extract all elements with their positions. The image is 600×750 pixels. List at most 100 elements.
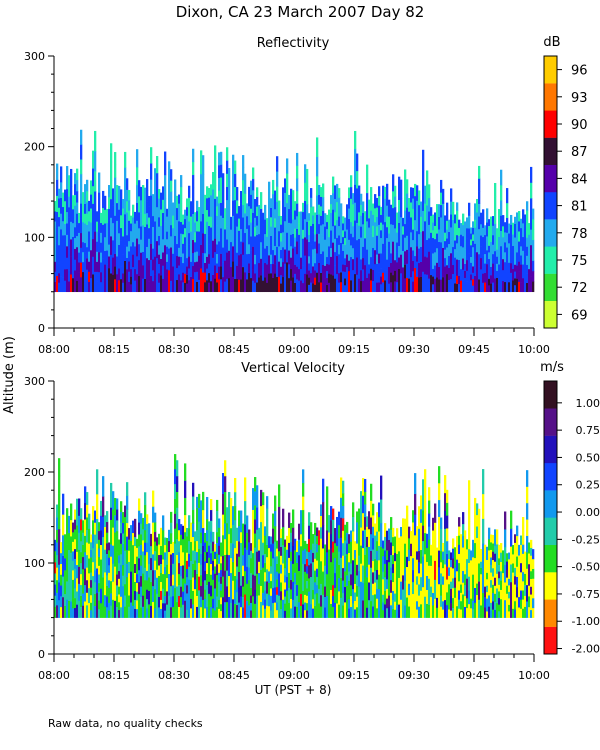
- heatmap-cell: [148, 217, 151, 229]
- heatmap-cell: [256, 551, 259, 574]
- heatmap-cell: [58, 564, 61, 583]
- heatmap-cell: [204, 282, 207, 293]
- heatmap-cell: [380, 276, 383, 285]
- heatmap-cell: [468, 253, 471, 267]
- heatmap-cell: [176, 523, 179, 540]
- heatmap-cell: [386, 194, 389, 206]
- heatmap-cell: [474, 259, 477, 268]
- heatmap-cell: [444, 528, 447, 547]
- heatmap-cell: [496, 277, 499, 285]
- heatmap-cell: [218, 266, 221, 280]
- heatmap-cell: [382, 243, 385, 254]
- heatmap-cell: [70, 568, 73, 586]
- heatmap-cell: [146, 523, 149, 534]
- heatmap-cell: [446, 515, 449, 529]
- heatmap-cell: [374, 263, 377, 279]
- heatmap-cell: [92, 547, 95, 563]
- heatmap-cell: [92, 150, 95, 169]
- heatmap-cell: [242, 544, 245, 556]
- heatmap-cell: [198, 267, 201, 280]
- heatmap-cell: [108, 244, 111, 257]
- heatmap-cell: [424, 490, 427, 512]
- heatmap-cell: [492, 534, 495, 544]
- heatmap-cell: [182, 538, 185, 553]
- heatmap-cell: [144, 265, 147, 280]
- heatmap-cell: [146, 269, 149, 281]
- heatmap-cell: [276, 216, 279, 232]
- heatmap-cell: [450, 188, 453, 202]
- heatmap-cell: [308, 227, 311, 235]
- heatmap-cell: [168, 606, 171, 618]
- heatmap-cell: [522, 209, 525, 224]
- heatmap-cell: [110, 519, 113, 533]
- heatmap-cell: [270, 602, 273, 611]
- heatmap-cell: [166, 238, 169, 247]
- heatmap-cell: [110, 580, 113, 594]
- heatmap-cell: [184, 227, 187, 238]
- heatmap-cell: [398, 211, 401, 223]
- heatmap-cell: [206, 584, 209, 596]
- heatmap-cell: [436, 607, 439, 618]
- heatmap-cell: [504, 599, 507, 618]
- heatmap-cell: [210, 227, 213, 239]
- heatmap-cell: [56, 529, 59, 543]
- heatmap-cell: [390, 282, 393, 293]
- heatmap-cell: [504, 546, 507, 565]
- heatmap-cell: [378, 224, 381, 235]
- heatmap-cell: [222, 247, 225, 263]
- heatmap-cell: [154, 569, 157, 580]
- heatmap-cell: [58, 282, 61, 293]
- heatmap-cell: [58, 198, 61, 208]
- heatmap-cell: [82, 281, 85, 293]
- heatmap-cell: [460, 257, 463, 270]
- heatmap-cell: [272, 235, 275, 251]
- x-tick-label: 09:45: [458, 343, 490, 356]
- heatmap-cell: [384, 590, 387, 605]
- heatmap-cell: [220, 563, 223, 571]
- heatmap-cell: [292, 527, 295, 546]
- heatmap-cell: [250, 565, 253, 574]
- heatmap-cell: [122, 236, 125, 246]
- heatmap-cell: [170, 554, 173, 566]
- heatmap-cell: [352, 215, 355, 227]
- heatmap-cell: [322, 278, 325, 293]
- heatmap-cell: [264, 544, 267, 555]
- heatmap-cell: [292, 190, 295, 205]
- heatmap-cell: [460, 534, 463, 543]
- heatmap-cell: [428, 526, 431, 540]
- heatmap-cell: [248, 567, 251, 581]
- heatmap-cell: [518, 565, 521, 577]
- heatmap-cell: [458, 535, 461, 545]
- heatmap-cell: [270, 207, 273, 218]
- heatmap-cell: [158, 263, 161, 274]
- heatmap-cell: [258, 606, 261, 618]
- heatmap-cell: [224, 523, 227, 540]
- heatmap-cell: [124, 229, 127, 246]
- heatmap-cell: [330, 203, 333, 213]
- heatmap-cell: [332, 519, 335, 531]
- heatmap-cell: [164, 552, 167, 560]
- heatmap-cell: [516, 586, 519, 598]
- heatmap-cell: [532, 558, 535, 569]
- heatmap-cell: [282, 563, 285, 582]
- heatmap-cell: [224, 270, 227, 282]
- heatmap-cell: [108, 565, 111, 573]
- heatmap-cell: [264, 526, 267, 536]
- heatmap-cell: [124, 151, 127, 168]
- heatmap-cell: [218, 241, 221, 255]
- heatmap-cell: [454, 577, 457, 588]
- heatmap-cell: [454, 231, 457, 241]
- heatmap-cell: [316, 527, 319, 536]
- heatmap-cell: [384, 604, 387, 618]
- heatmap-cell: [522, 581, 525, 591]
- heatmap-cell: [474, 275, 477, 284]
- heatmap-cell: [272, 207, 275, 223]
- heatmap-cell: [526, 552, 529, 569]
- heatmap-cell: [294, 210, 297, 220]
- heatmap-cell: [380, 284, 383, 293]
- heatmap-cell: [372, 214, 375, 226]
- heatmap-cell: [90, 250, 93, 265]
- heatmap-cell: [482, 469, 485, 495]
- heatmap-cell: [324, 239, 327, 253]
- heatmap-cell: [330, 520, 333, 535]
